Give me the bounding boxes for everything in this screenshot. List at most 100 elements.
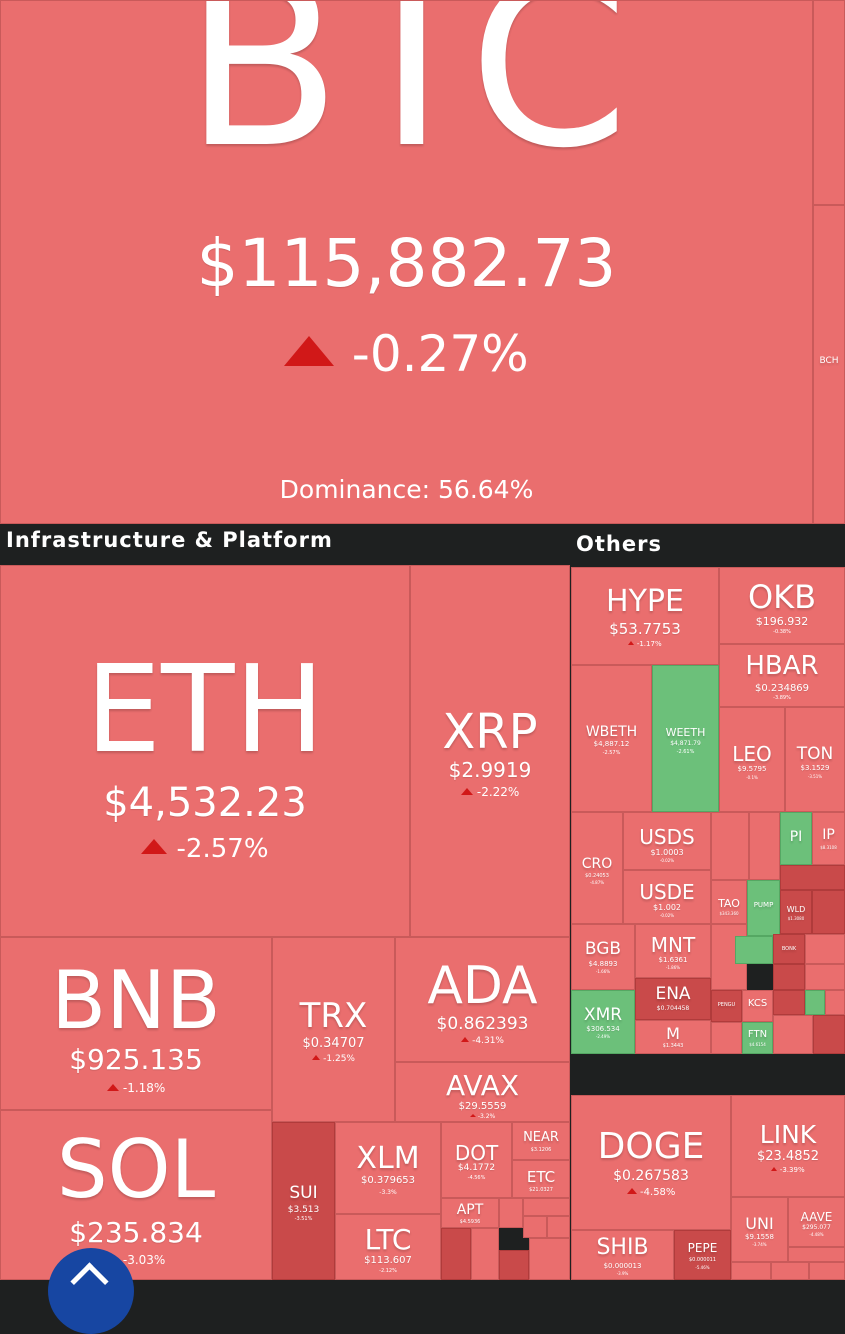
tile-bonk[interactable]: BONK <box>773 934 805 964</box>
tile-hype[interactable]: HYPE $53.7753 -1.17% <box>571 567 719 665</box>
tile-ada[interactable]: ADA $0.862393 -4.31% <box>395 937 570 1062</box>
tile-bnb[interactable]: BNB $925.135 -1.18% <box>0 937 272 1110</box>
tile-ton[interactable]: TON $3.1529 -3.51% <box>785 707 845 812</box>
tile-tao[interactable]: TAO $343.360 <box>711 880 747 924</box>
avax-change: -3.2% <box>396 1113 569 1120</box>
near-price: $3.1206 <box>530 1147 552 1153</box>
tile-others-small-p[interactable] <box>788 1247 845 1262</box>
dot-change: -4.56% <box>442 1175 511 1181</box>
tile-sui[interactable]: SUI $3.513 -3.51% <box>272 1122 335 1280</box>
leo-symbol: LEO <box>732 742 772 766</box>
tile-apt[interactable]: APT $4.5936 <box>441 1198 499 1228</box>
tile-others-small-c[interactable] <box>780 865 845 890</box>
tile-btc[interactable]: BTC $115,882.73 -0.27% Dominance: 56.64% <box>0 0 813 524</box>
tile-infra-small-1[interactable] <box>499 1198 523 1228</box>
tile-others-small-j[interactable] <box>773 990 805 1015</box>
tile-pi[interactable]: PI <box>780 812 812 865</box>
tile-avax[interactable]: AVAX $29.5559 -3.2% <box>395 1062 570 1122</box>
tile-ena[interactable]: ENA $0.704458 <box>635 978 711 1020</box>
tile-pepe[interactable]: PEPE $0.000011 -5.46% <box>674 1230 731 1280</box>
xlm-symbol: XLM <box>356 1141 420 1176</box>
tile-kcs[interactable]: KCS <box>742 990 773 1022</box>
tile-eth[interactable]: ETH $4,532.23 -2.57% <box>0 565 410 937</box>
tile-wbeth[interactable]: WBETH $4,887.12 -2.57% <box>571 665 652 812</box>
tile-dot[interactable]: DOT $4.1772 -4.56% <box>441 1122 512 1198</box>
tile-others-small-s[interactable] <box>809 1262 845 1280</box>
shib-change: -3.9% <box>572 1271 673 1276</box>
tile-sol[interactable]: SOL $235.834 -3.03% <box>0 1110 272 1280</box>
tile-doge[interactable]: DOGE $0.267583 -4.58% <box>571 1095 731 1230</box>
tile-others-small-d[interactable] <box>812 890 845 934</box>
tile-others-small-a[interactable] <box>711 812 749 880</box>
tile-infra-small-5[interactable] <box>441 1228 471 1280</box>
btc-dominance: Dominance: 56.64% <box>279 475 534 504</box>
bnb-price: $925.135 <box>69 1043 203 1076</box>
tile-m[interactable]: M $1.3443 <box>635 1020 711 1054</box>
tile-hbar[interactable]: HBAR $0.234869 -3.89% <box>719 644 845 707</box>
tile-others-small-r[interactable] <box>771 1262 809 1280</box>
tile-infra-small-7[interactable] <box>499 1250 529 1280</box>
tile-ip[interactable]: IP $8.3108 <box>812 812 845 865</box>
tile-others-small-f[interactable] <box>735 936 773 964</box>
tile-xlm[interactable]: XLM $0.379653 -3.3% <box>335 1122 441 1214</box>
ena-price: $0.704458 <box>656 1005 690 1012</box>
floating-scroll-up-button[interactable] <box>48 1248 134 1334</box>
dot-price: $4.1772 <box>457 1163 496 1173</box>
tile-others-small-h[interactable] <box>773 964 805 990</box>
tile-leo[interactable]: LEO $9.5795 -0.1% <box>719 707 785 812</box>
tile-infra-small-3[interactable] <box>523 1216 547 1238</box>
tile-others-small-b[interactable] <box>749 812 780 880</box>
section-label-others: Others <box>576 532 662 556</box>
avax-price: $29.5559 <box>458 1101 507 1112</box>
tile-uni[interactable]: UNI $9.1558 -3.74% <box>731 1197 788 1262</box>
tile-aave[interactable]: AAVE $295.077 -4.48% <box>788 1197 845 1247</box>
ip-symbol: IP <box>822 827 835 843</box>
tile-mnt[interactable]: MNT $1.6361 -1.86% <box>635 924 711 978</box>
tile-pengu[interactable]: PENGU <box>711 990 742 1022</box>
tile-link[interactable]: LINK $23.4852 -3.39% <box>731 1095 845 1197</box>
trx-symbol: TRX <box>299 996 368 1036</box>
tile-ltc[interactable]: LTC $113.607 -2.12% <box>335 1214 441 1280</box>
shib-change-value: -3.9% <box>616 1271 629 1276</box>
bonk-symbol: BONK <box>781 946 797 952</box>
tile-wld[interactable]: WLD $1.3080 <box>780 890 812 934</box>
tile-ftn[interactable]: FTN $4.6154 <box>742 1022 773 1054</box>
tile-others-small-n[interactable] <box>773 1015 813 1054</box>
tile-others-small-e[interactable] <box>711 924 747 990</box>
tile-bch[interactable]: BCH <box>813 205 845 524</box>
tile-others-small-q[interactable] <box>731 1262 771 1280</box>
usde-change: -0.02% <box>624 913 710 918</box>
tile-others-small-k[interactable] <box>805 990 825 1015</box>
tile-infra-small-6[interactable] <box>471 1228 499 1280</box>
sol-symbol: SOL <box>56 1123 216 1216</box>
tile-xrp[interactable]: XRP $2.9919 -2.22% <box>410 565 570 937</box>
tile-infra-small-8[interactable] <box>529 1238 570 1280</box>
bgb-symbol: BGB <box>584 939 622 959</box>
ton-change: -3.51% <box>786 774 844 779</box>
tile-near[interactable]: NEAR $3.1206 <box>512 1122 570 1160</box>
tile-xmr[interactable]: XMR $306.534 -2.49% <box>571 990 635 1054</box>
trx-price: $0.34707 <box>302 1036 365 1051</box>
avax-symbol: AVAX <box>445 1069 520 1102</box>
near-symbol: NEAR <box>523 1130 559 1145</box>
tile-cro[interactable]: CRO $0.24053 -4.87% <box>571 812 623 924</box>
tile-others-small-l[interactable] <box>825 990 845 1015</box>
tile-okb[interactable]: OKB $196.932 -0.38% <box>719 567 845 644</box>
tile-others-small-g[interactable] <box>805 934 845 964</box>
tile-top-right-small[interactable] <box>813 0 845 205</box>
tile-others-small-i[interactable] <box>805 964 845 990</box>
tile-infra-small-4[interactable] <box>547 1216 570 1238</box>
tile-infra-small-2[interactable] <box>523 1198 570 1216</box>
tile-bgb[interactable]: BGB $4.8893 -1.66% <box>571 924 635 990</box>
tile-weeth[interactable]: WEETH $4,871.79 -2.61% <box>652 665 719 812</box>
tile-usds[interactable]: USDS $1.0003 -0.02% <box>623 812 711 870</box>
tile-others-small-m[interactable] <box>711 1022 742 1054</box>
tile-trx[interactable]: TRX $0.34707 -1.25% <box>272 937 395 1122</box>
tile-others-small-o[interactable] <box>813 1015 845 1054</box>
tile-usde[interactable]: USDE $1.002 -0.02% <box>623 870 711 924</box>
tile-pump[interactable]: PUMP <box>747 880 780 936</box>
dot-change-value: -4.56% <box>467 1175 486 1181</box>
tile-shib[interactable]: SHIB $0.000013 -3.9% <box>571 1230 674 1280</box>
m-price: $1.3443 <box>662 1043 684 1049</box>
tile-etc[interactable]: ETC $21.0327 <box>512 1160 570 1198</box>
